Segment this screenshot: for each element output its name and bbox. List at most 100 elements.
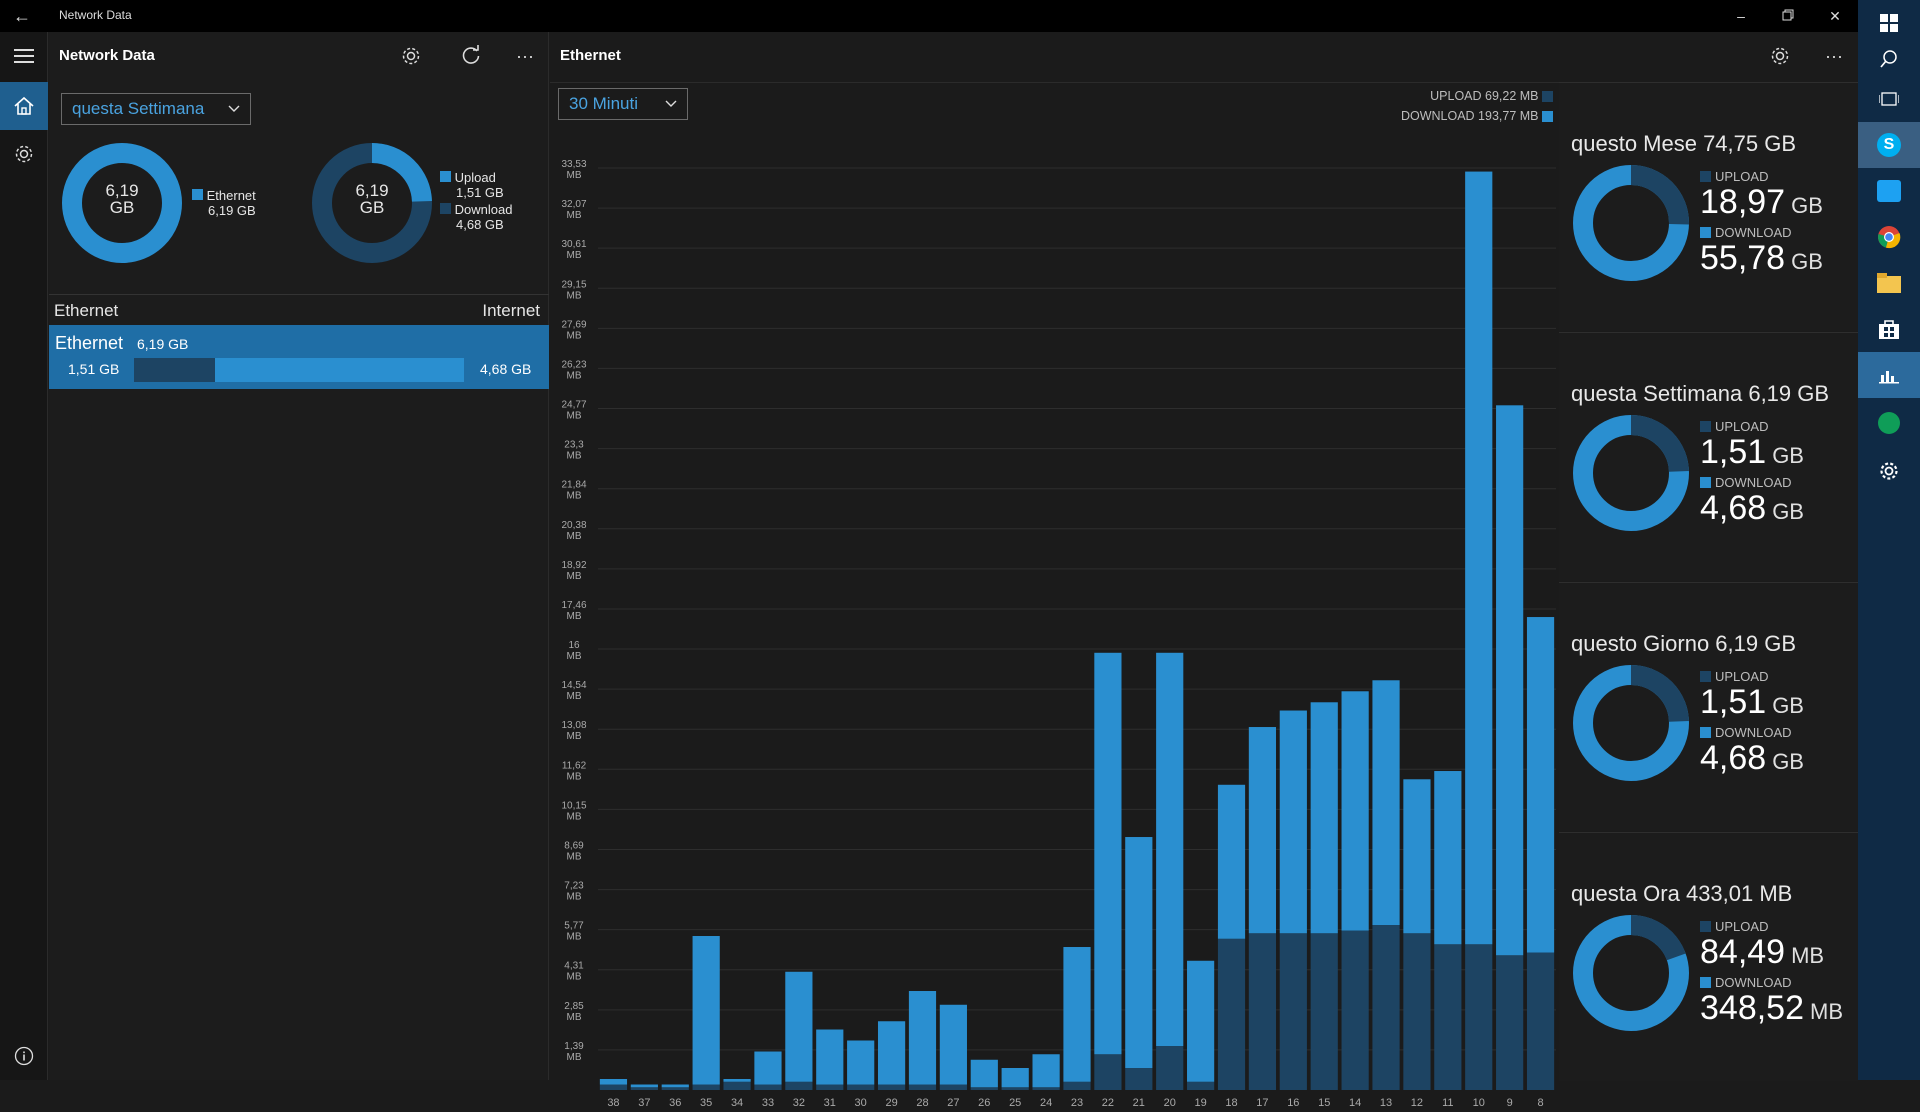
card-title: questo Giorno 6,19 GB	[1571, 631, 1797, 656]
settings-button[interactable]	[391, 36, 431, 76]
search-icon[interactable]	[1858, 36, 1920, 82]
summary-card: questo Giorno 6,19 GB UPLOAD 1,51 GB DOWNLOA…	[1559, 582, 1858, 831]
x-tick-label: 13	[1380, 1097, 1392, 1109]
adapter-name: Ethernet	[55, 333, 124, 353]
card-donut-chart	[1573, 665, 1689, 781]
file-explorer-icon[interactable]	[1858, 260, 1920, 306]
card-download-label: DOWNLOAD	[1715, 475, 1792, 490]
adapter-upload: 1,51 GB	[68, 361, 120, 377]
x-tick-label: 9	[1507, 1097, 1513, 1109]
donut2-center-unit: GB	[359, 198, 385, 217]
bar-download	[1310, 702, 1338, 934]
y-tick-label: 23,3 MB	[564, 440, 584, 462]
period-select[interactable]: questa Settimana	[61, 93, 251, 125]
interval-select[interactable]: 30 Minuti	[558, 88, 688, 120]
y-tick-label: 21,84 MB	[561, 480, 586, 502]
adapter-download: 4,68 GB	[480, 361, 532, 377]
y-tick-label: 24,77 MB	[561, 400, 586, 422]
card-title: questa Settimana 6,19 GB	[1571, 381, 1830, 406]
x-tick-label: 34	[731, 1097, 743, 1109]
bar-upload	[723, 1081, 751, 1090]
bar-download	[1403, 779, 1431, 934]
refresh-button[interactable]	[451, 36, 491, 76]
bar-upload	[692, 1084, 720, 1090]
donut2-legend: Upload 1,51 GB Download 4,68 GB	[440, 170, 512, 232]
card-download-value: 4,68	[1700, 739, 1767, 777]
y-tick-label: 14,54 MB	[561, 680, 586, 702]
adapter-usage-bar	[134, 358, 464, 382]
network-data-icon[interactable]	[1858, 352, 1920, 398]
bar-upload	[1187, 1081, 1215, 1090]
twitter-icon[interactable]	[1858, 168, 1920, 214]
x-tick-label: 31	[824, 1097, 836, 1109]
bar-download	[785, 971, 813, 1082]
bar-upload	[939, 1084, 967, 1090]
x-tick-label: 25	[1009, 1097, 1021, 1109]
nav-settings-button[interactable]	[0, 130, 48, 178]
y-tick-label: 4,31 MB	[564, 961, 584, 983]
gear-icon	[15, 145, 33, 163]
bar-download	[877, 1021, 906, 1085]
store-icon[interactable]	[1858, 306, 1920, 352]
y-tick-label: 30,61 MB	[561, 239, 586, 261]
bar-upload	[1156, 1046, 1184, 1090]
hamburger-menu-button[interactable]	[0, 32, 48, 80]
y-tick-label: 26,23 MB	[561, 359, 586, 381]
bar-upload	[1465, 944, 1493, 1090]
restore-button[interactable]	[1765, 0, 1811, 32]
y-tick-label: 5,77 MB	[564, 921, 584, 943]
title-bar: ← Network Data – ✕	[0, 0, 1858, 32]
card-download-value: 55,78	[1700, 239, 1786, 277]
chrome-icon[interactable]	[1858, 214, 1920, 260]
bar-upload	[908, 1084, 937, 1090]
bar-upload	[1434, 944, 1462, 1090]
bar-download	[1217, 784, 1246, 939]
y-tick-label: 32,07 MB	[561, 199, 586, 221]
more-options-button[interactable]: ···	[516, 45, 534, 66]
interval-select-value: 30 Minuti	[569, 94, 638, 113]
x-tick-label: 20	[1164, 1097, 1176, 1109]
bar-upload	[1063, 1081, 1091, 1090]
adapter-settings-button[interactable]	[1760, 36, 1800, 76]
task-view-icon[interactable]	[1858, 76, 1920, 122]
x-tick-label: 35	[700, 1097, 712, 1109]
card-donut-chart	[1573, 415, 1689, 531]
summary-card: questa Ora 433,01 MB UPLOAD 84,49 MB DOWNLOA…	[1559, 832, 1858, 1081]
y-tick-label: 20,38 MB	[561, 520, 586, 542]
x-tick-label: 28	[916, 1097, 928, 1109]
x-tick-label: 15	[1318, 1097, 1330, 1109]
windows-start-icon[interactable]	[1858, 0, 1920, 46]
hangouts-icon[interactable]	[1858, 400, 1920, 446]
card-download-unit: MB	[1810, 999, 1843, 1024]
info-button[interactable]	[0, 1032, 48, 1080]
y-tick-label: 27,69 MB	[561, 319, 586, 341]
card-download-value: 4,68	[1700, 489, 1767, 527]
y-tick-label: 18,92 MB	[561, 560, 586, 582]
info-icon	[14, 1046, 34, 1066]
donut2-center-value: 6,19	[355, 181, 389, 200]
card-donut-upload-arc	[1573, 915, 1689, 1031]
adapter-more-button[interactable]: ···	[1825, 45, 1843, 66]
card-upload-value: 18,97	[1700, 183, 1786, 221]
card-upload-unit: GB	[1791, 193, 1823, 218]
x-tick-label: 17	[1256, 1097, 1268, 1109]
bar-download	[970, 1059, 998, 1088]
legend-swatch	[192, 189, 203, 200]
x-tick-label: 29	[885, 1097, 897, 1109]
x-tick-label: 19	[1194, 1097, 1206, 1109]
adapter-row-ethernet[interactable]: Ethernet 6,19 GB 1,51 GB 4,68 GB	[49, 325, 549, 389]
bar-download	[816, 1029, 844, 1085]
close-button[interactable]: ✕	[1829, 8, 1841, 24]
minimize-button[interactable]: –	[1737, 8, 1745, 24]
x-tick-label: 30	[855, 1097, 867, 1109]
card-donut-chart	[1573, 165, 1689, 281]
y-tick-label: 8,69 MB	[564, 840, 584, 862]
card-download-unit: GB	[1772, 749, 1804, 774]
bar-download	[1094, 652, 1122, 1055]
card-upload-unit: MB	[1791, 943, 1825, 968]
skype-icon[interactable]: S	[1858, 122, 1920, 168]
settings-icon[interactable]	[1858, 448, 1920, 494]
back-button[interactable]: ←	[13, 6, 31, 26]
card-donut-upload-arc	[1573, 415, 1689, 531]
nav-home-button[interactable]	[0, 82, 48, 130]
